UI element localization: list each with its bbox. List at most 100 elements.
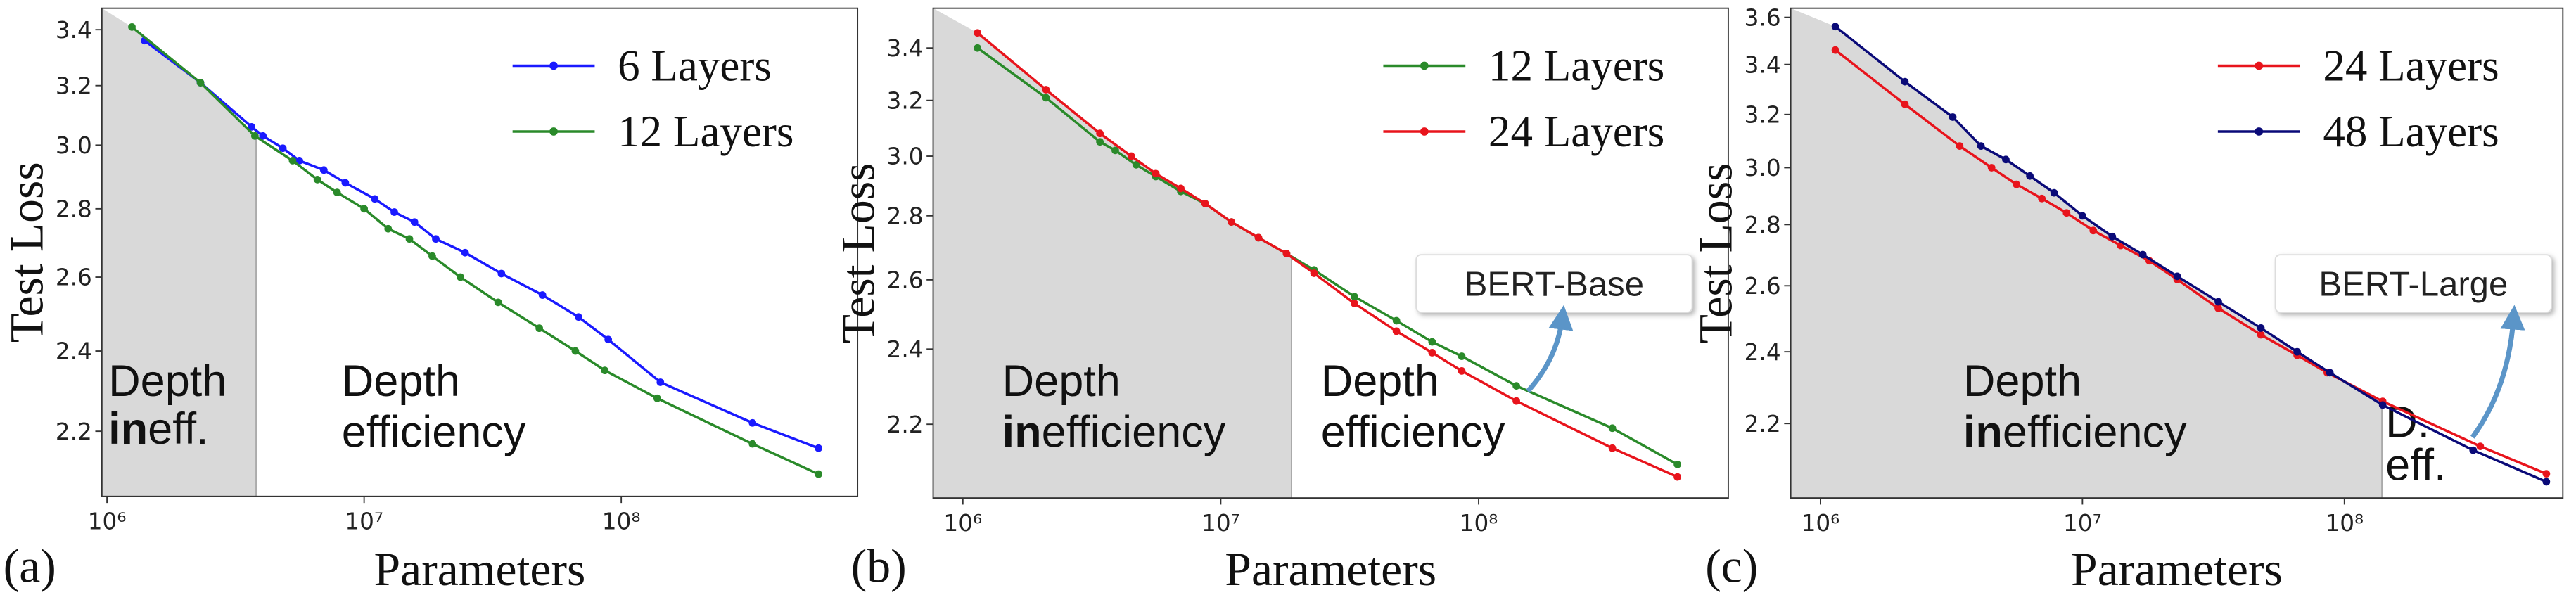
y-tick-label: 2.8 <box>56 196 92 223</box>
series-marker <box>1608 424 1617 433</box>
x-tick-label: 10⁸ <box>1460 510 1498 537</box>
series-marker <box>2326 369 2334 377</box>
y-tick-label: 2.6 <box>56 264 92 291</box>
legend-marker <box>549 127 558 136</box>
series-marker <box>1254 233 1263 242</box>
series-marker <box>2026 172 2034 180</box>
series-marker <box>1949 113 1957 121</box>
series-marker <box>341 179 350 187</box>
series-marker <box>2078 212 2086 220</box>
series-marker <box>815 470 822 478</box>
legend-marker <box>1420 127 1429 136</box>
annotation-part: Depth <box>1321 357 1439 406</box>
series-marker <box>1111 146 1119 155</box>
series-marker <box>2050 188 2058 197</box>
x-axis-label: Parameters <box>2071 543 2283 595</box>
legend-marker <box>549 61 558 70</box>
y-tick-label: 3.2 <box>1745 101 1781 128</box>
x-tick-label: 10⁶ <box>943 510 982 537</box>
legend-label: 12 Layers <box>1488 41 1664 90</box>
series-marker <box>656 378 665 386</box>
annotation: Depth <box>1963 357 2081 406</box>
series-marker <box>1351 300 1358 307</box>
legend-marker <box>2255 61 2264 70</box>
x-tick-label: 10⁷ <box>345 508 383 535</box>
series-marker <box>1987 164 1996 172</box>
series-marker <box>248 123 256 131</box>
annotation-part: Depth <box>1002 357 1121 406</box>
series-marker <box>1177 184 1185 193</box>
series-marker <box>196 79 205 87</box>
legend-label: 48 Layers <box>2323 107 2499 156</box>
series-marker <box>2378 401 2387 409</box>
callout-box <box>2274 254 2552 313</box>
x-tick-label: 10⁸ <box>602 508 641 535</box>
annotation: ineff. <box>108 404 208 454</box>
series-marker <box>128 23 136 31</box>
series-marker <box>1282 250 1291 258</box>
series-marker <box>1512 382 1520 390</box>
series-marker <box>384 224 393 233</box>
series-marker <box>259 132 267 140</box>
series-marker <box>1428 338 1436 346</box>
series-marker <box>497 269 506 278</box>
y-tick-label: 3.4 <box>887 35 924 62</box>
callout-label: BERT-Large <box>2319 266 2508 304</box>
series-marker <box>2214 298 2222 306</box>
series-marker <box>1392 316 1401 325</box>
series-marker <box>748 418 757 427</box>
y-tick-label: 3.2 <box>887 87 924 114</box>
annotation-part: efficiency <box>1321 408 1505 457</box>
series-marker <box>601 366 609 375</box>
series-marker <box>1096 138 1104 146</box>
series-marker <box>457 273 464 281</box>
annotation-part: Depth <box>108 357 227 406</box>
shaded-region <box>933 8 1292 499</box>
y-tick-label: 3.4 <box>1745 51 1781 78</box>
annotation-part: efficiency <box>1042 408 1226 457</box>
y-tick-label: 2.6 <box>1745 273 1781 300</box>
series-marker <box>2214 304 2222 312</box>
series-marker <box>1428 349 1436 357</box>
series-marker <box>319 166 328 174</box>
series-marker <box>2138 250 2147 259</box>
annotation-part: in <box>1002 408 1042 457</box>
y-axis-label: Test Loss <box>1 162 53 343</box>
y-tick-label: 3.0 <box>1745 155 1781 181</box>
legend-label: 24 Layers <box>1488 107 1664 156</box>
panel-label: (b) <box>851 539 907 592</box>
series-marker <box>2476 442 2485 450</box>
annotation-part: eff. <box>2385 440 2446 490</box>
annotation-part: in <box>1963 408 2003 457</box>
series-line <box>144 39 820 449</box>
callout-arrow <box>2470 305 2525 439</box>
y-tick-label: 2.2 <box>56 418 92 445</box>
annotation: efficiency <box>1321 408 1505 457</box>
annotation-part: eff. <box>148 404 208 454</box>
series-marker <box>538 291 547 299</box>
series-marker <box>2542 478 2551 486</box>
annotation-part: Depth <box>1963 357 2081 406</box>
series-marker <box>1673 461 1681 468</box>
series-marker <box>461 248 469 257</box>
series-marker <box>1831 23 1839 31</box>
series-marker <box>405 235 414 243</box>
y-tick-label: 3.0 <box>887 143 924 170</box>
y-tick-label: 2.6 <box>887 267 924 294</box>
x-tick-label: 10⁸ <box>2325 510 2364 537</box>
plot-frame <box>101 7 859 497</box>
x-tick-label: 10⁷ <box>1201 510 1240 537</box>
series-marker <box>604 335 613 344</box>
annotation-part: in <box>108 404 148 454</box>
series-marker <box>371 195 379 203</box>
x-tick-label: 10⁶ <box>88 508 127 535</box>
series-marker <box>1901 100 1909 108</box>
series-marker <box>815 444 822 452</box>
callout-arrow <box>1526 305 1574 393</box>
plot-frame <box>1790 7 2564 499</box>
annotation: inefficiency <box>1002 408 1226 457</box>
